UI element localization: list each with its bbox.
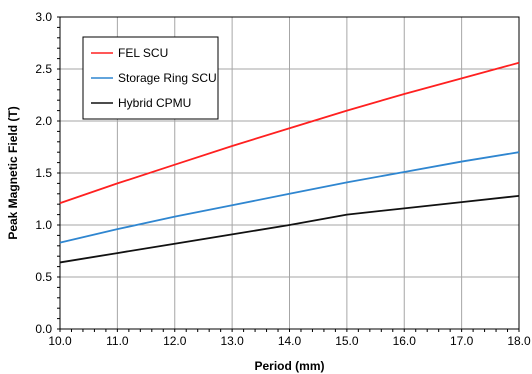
x-tick-label: 16.0	[393, 334, 417, 348]
legend: FEL SCU Storage Ring SCU Hybrid CPMU	[82, 36, 219, 120]
y-axis-title: Peak Magnetic Field (T)	[6, 106, 20, 239]
x-tick-label: 13.0	[220, 334, 244, 348]
y-tick-label: 0.0	[35, 322, 52, 336]
y-tick-label: 0.5	[35, 270, 52, 284]
series-line-fel-scu	[59, 61, 520, 205]
y-tick-label: 1.5	[35, 166, 52, 180]
x-tick-label: 10.0	[48, 334, 72, 348]
legend-label-fel-scu: FEL SCU	[118, 46, 168, 60]
legend-label-storage-ring-scu: Storage Ring SCU	[118, 71, 217, 85]
y-tick-labels: 0.0 0.5 1.0 1.5 2.0 2.5 3.0	[35, 10, 52, 336]
series-line-storage-ring-scu	[59, 151, 520, 244]
y-tick-label: 2.5	[35, 62, 52, 76]
x-axis-title: Period (mm)	[254, 359, 324, 373]
y-tick-label: 1.0	[35, 218, 52, 232]
x-tick-label: 12.0	[163, 334, 187, 348]
x-tick-label: 17.0	[450, 334, 474, 348]
plot-frame	[59, 16, 520, 330]
x-tick-label: 14.0	[278, 334, 302, 348]
series-line-hybrid-cpmu	[59, 194, 520, 264]
x-tick-label: 15.0	[335, 334, 359, 348]
x-tick-label: 11.0	[106, 334, 129, 348]
legend-label-hybrid-cpmu: Hybrid CPMU	[118, 96, 191, 110]
y-tick-label: 3.0	[35, 10, 52, 24]
x-tick-label: 18.0	[507, 334, 531, 348]
y-tick-label: 2.0	[35, 114, 52, 128]
series-lines	[59, 61, 520, 264]
x-tick-labels: 10.0 11.0 12.0 13.0 14.0 15.0 16.0 17.0 18.0	[48, 334, 531, 348]
